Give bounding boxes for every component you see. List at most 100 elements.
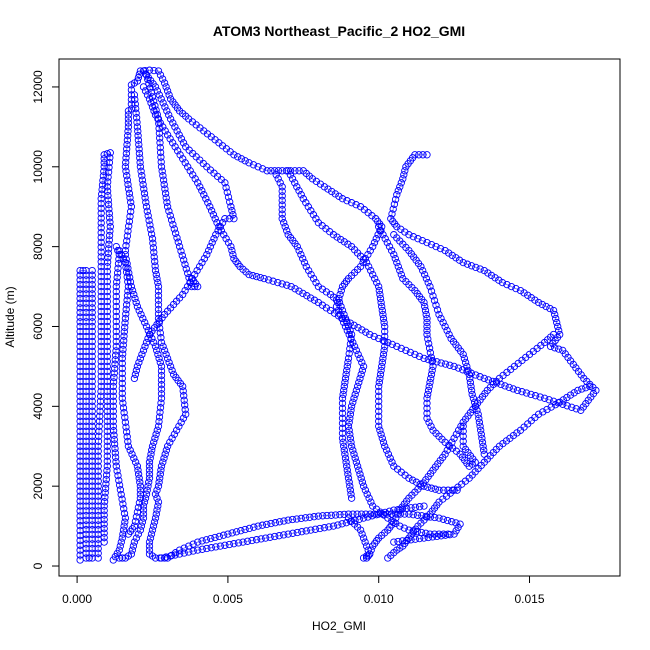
data-point bbox=[130, 454, 138, 462]
data-point bbox=[556, 398, 564, 406]
data-point bbox=[109, 412, 117, 420]
data-point bbox=[88, 304, 96, 312]
data-point bbox=[340, 386, 348, 395]
data-point bbox=[88, 308, 96, 317]
data-point bbox=[136, 154, 144, 162]
data-point bbox=[165, 358, 173, 367]
data-point bbox=[198, 187, 206, 195]
data-point bbox=[151, 434, 159, 442]
data-point bbox=[146, 454, 154, 462]
data-point bbox=[467, 382, 475, 391]
data-point bbox=[513, 386, 522, 395]
data-point bbox=[468, 390, 476, 399]
data-point bbox=[413, 511, 422, 519]
data-point bbox=[397, 225, 405, 233]
data-point bbox=[362, 554, 371, 562]
data-point bbox=[153, 426, 161, 434]
data-point bbox=[479, 442, 487, 450]
data-point bbox=[293, 183, 301, 191]
data-point bbox=[423, 399, 431, 407]
data-point bbox=[445, 442, 454, 450]
data-point bbox=[549, 306, 558, 315]
data-point bbox=[553, 318, 561, 327]
data-point bbox=[383, 238, 391, 247]
data-point bbox=[121, 163, 130, 171]
data-point bbox=[340, 238, 348, 246]
data-point bbox=[224, 530, 232, 538]
data-point bbox=[403, 504, 411, 513]
data-point bbox=[299, 254, 307, 263]
data-point bbox=[117, 250, 125, 259]
data-point bbox=[153, 110, 161, 119]
data-point bbox=[169, 119, 177, 127]
data-point bbox=[418, 512, 426, 520]
data-point bbox=[123, 296, 131, 304]
data-point bbox=[223, 188, 231, 196]
data-point bbox=[105, 158, 114, 167]
data-point bbox=[142, 490, 151, 498]
data-point bbox=[128, 546, 137, 554]
data-point bbox=[97, 195, 105, 203]
data-point bbox=[125, 185, 133, 193]
data-point bbox=[516, 286, 525, 295]
data-point bbox=[329, 231, 338, 239]
data-point bbox=[436, 244, 445, 253]
data-point bbox=[539, 408, 547, 416]
data-point bbox=[154, 67, 163, 75]
data-point bbox=[342, 458, 350, 466]
data-point bbox=[150, 518, 159, 526]
data-point bbox=[345, 426, 353, 434]
data-point bbox=[448, 518, 456, 526]
data-point bbox=[297, 191, 305, 199]
data-point bbox=[162, 194, 170, 202]
data-point bbox=[288, 515, 297, 524]
data-point bbox=[100, 538, 108, 546]
data-point bbox=[134, 466, 142, 474]
x-axis-label: HO2_GMI bbox=[312, 619, 366, 633]
data-point bbox=[375, 397, 383, 405]
data-point bbox=[365, 494, 373, 502]
data-point bbox=[103, 342, 111, 351]
data-point bbox=[127, 203, 136, 211]
x-tick-label: 0.015 bbox=[515, 592, 545, 606]
data-point bbox=[359, 362, 368, 371]
data-point bbox=[124, 264, 132, 272]
data-point bbox=[379, 438, 388, 446]
data-point bbox=[224, 193, 233, 201]
data-point bbox=[350, 321, 358, 329]
data-point bbox=[491, 274, 499, 282]
data-point bbox=[306, 294, 315, 302]
data-point bbox=[144, 212, 152, 220]
data-point bbox=[295, 246, 303, 255]
data-point bbox=[105, 240, 113, 249]
data-point bbox=[347, 335, 355, 343]
data-point bbox=[103, 322, 111, 331]
data-point bbox=[148, 446, 156, 454]
data-point bbox=[119, 404, 128, 412]
data-point bbox=[338, 414, 347, 422]
data-point bbox=[124, 119, 133, 127]
data-point bbox=[100, 502, 108, 510]
data-point bbox=[286, 167, 295, 175]
data-point bbox=[341, 450, 349, 458]
data-point bbox=[299, 289, 307, 298]
data-point bbox=[385, 242, 394, 251]
data-point bbox=[350, 450, 358, 458]
data-point bbox=[112, 307, 120, 316]
data-point bbox=[346, 482, 354, 490]
data-point bbox=[249, 271, 257, 280]
data-point bbox=[378, 223, 386, 231]
data-point bbox=[384, 450, 393, 458]
data-point bbox=[88, 347, 96, 356]
data-point bbox=[103, 267, 111, 276]
data-point bbox=[454, 426, 463, 434]
data-point bbox=[166, 552, 175, 560]
data-point bbox=[457, 422, 465, 430]
data-point bbox=[346, 434, 355, 442]
data-point bbox=[103, 262, 111, 271]
data-point bbox=[435, 486, 443, 494]
data-point bbox=[155, 129, 164, 137]
data-point bbox=[254, 522, 262, 530]
data-point bbox=[95, 417, 104, 425]
data-point bbox=[338, 394, 347, 402]
